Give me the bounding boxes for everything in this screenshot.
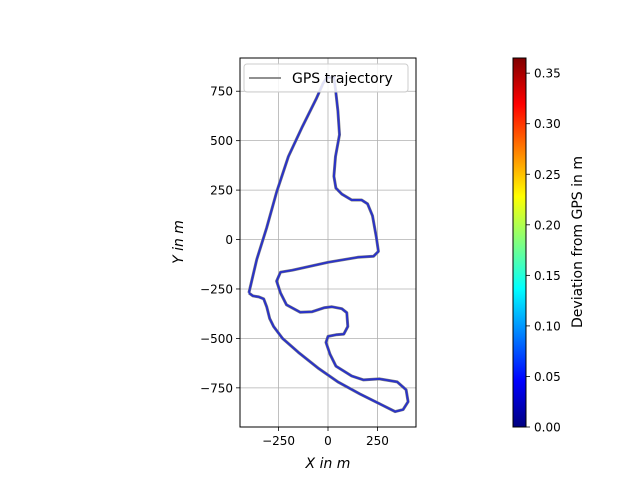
y-tick-label: −250 xyxy=(200,282,233,296)
y-tick-label: 500 xyxy=(210,134,233,148)
colorbar-tick-label: 0.35 xyxy=(534,67,561,81)
colorbar-tick-label: 0.00 xyxy=(534,421,561,435)
colorbar-tick-label: 0.25 xyxy=(534,168,561,182)
colorbar-tick-label: 0.15 xyxy=(534,269,561,283)
y-tick-label: −500 xyxy=(200,332,233,346)
legend-box xyxy=(243,63,409,93)
y-tick-label: 250 xyxy=(210,184,233,198)
legend: GPS trajectory xyxy=(243,63,409,93)
y-axis-label: Y in m xyxy=(171,220,187,264)
legend-entry-label: GPS trajectory xyxy=(292,71,393,87)
colorbar-tick-label: 0.20 xyxy=(534,218,561,232)
y-axis-ticks: −750 −500 −250 0 250 500 750 xyxy=(200,85,240,395)
colorbar-ticks: 0.00 0.05 0.10 0.15 0.20 0.25 0.30 0.35 xyxy=(526,67,561,435)
y-tick-label: 750 xyxy=(210,85,233,99)
y-tick-label: −750 xyxy=(200,381,233,395)
plot-area: −250 0 250 −750 −500 −250 0 250 500 750 xyxy=(200,57,417,448)
colorbar: 0.00 0.05 0.10 0.15 0.20 0.25 0.30 0.35 Deviati… xyxy=(512,57,586,435)
colorbar-gradient xyxy=(513,58,526,427)
x-tick-label: 250 xyxy=(366,434,389,448)
colorbar-frame xyxy=(512,57,527,428)
colorbar-label: Deviation from GPS in m xyxy=(570,156,586,328)
series-line xyxy=(247,76,410,413)
x-tick-label: 0 xyxy=(324,434,332,448)
colorbar-tick-label: 0.30 xyxy=(534,117,561,131)
y-tick-label: 0 xyxy=(225,233,233,247)
x-axis-label: X in m xyxy=(305,456,351,472)
x-axis-ticks: −250 0 250 xyxy=(262,427,389,448)
colorbar-tick-label: 0.10 xyxy=(534,319,561,333)
x-tick-label: −250 xyxy=(262,434,295,448)
colorbar-tick-label: 0.05 xyxy=(534,370,561,384)
series-layer xyxy=(247,75,410,414)
